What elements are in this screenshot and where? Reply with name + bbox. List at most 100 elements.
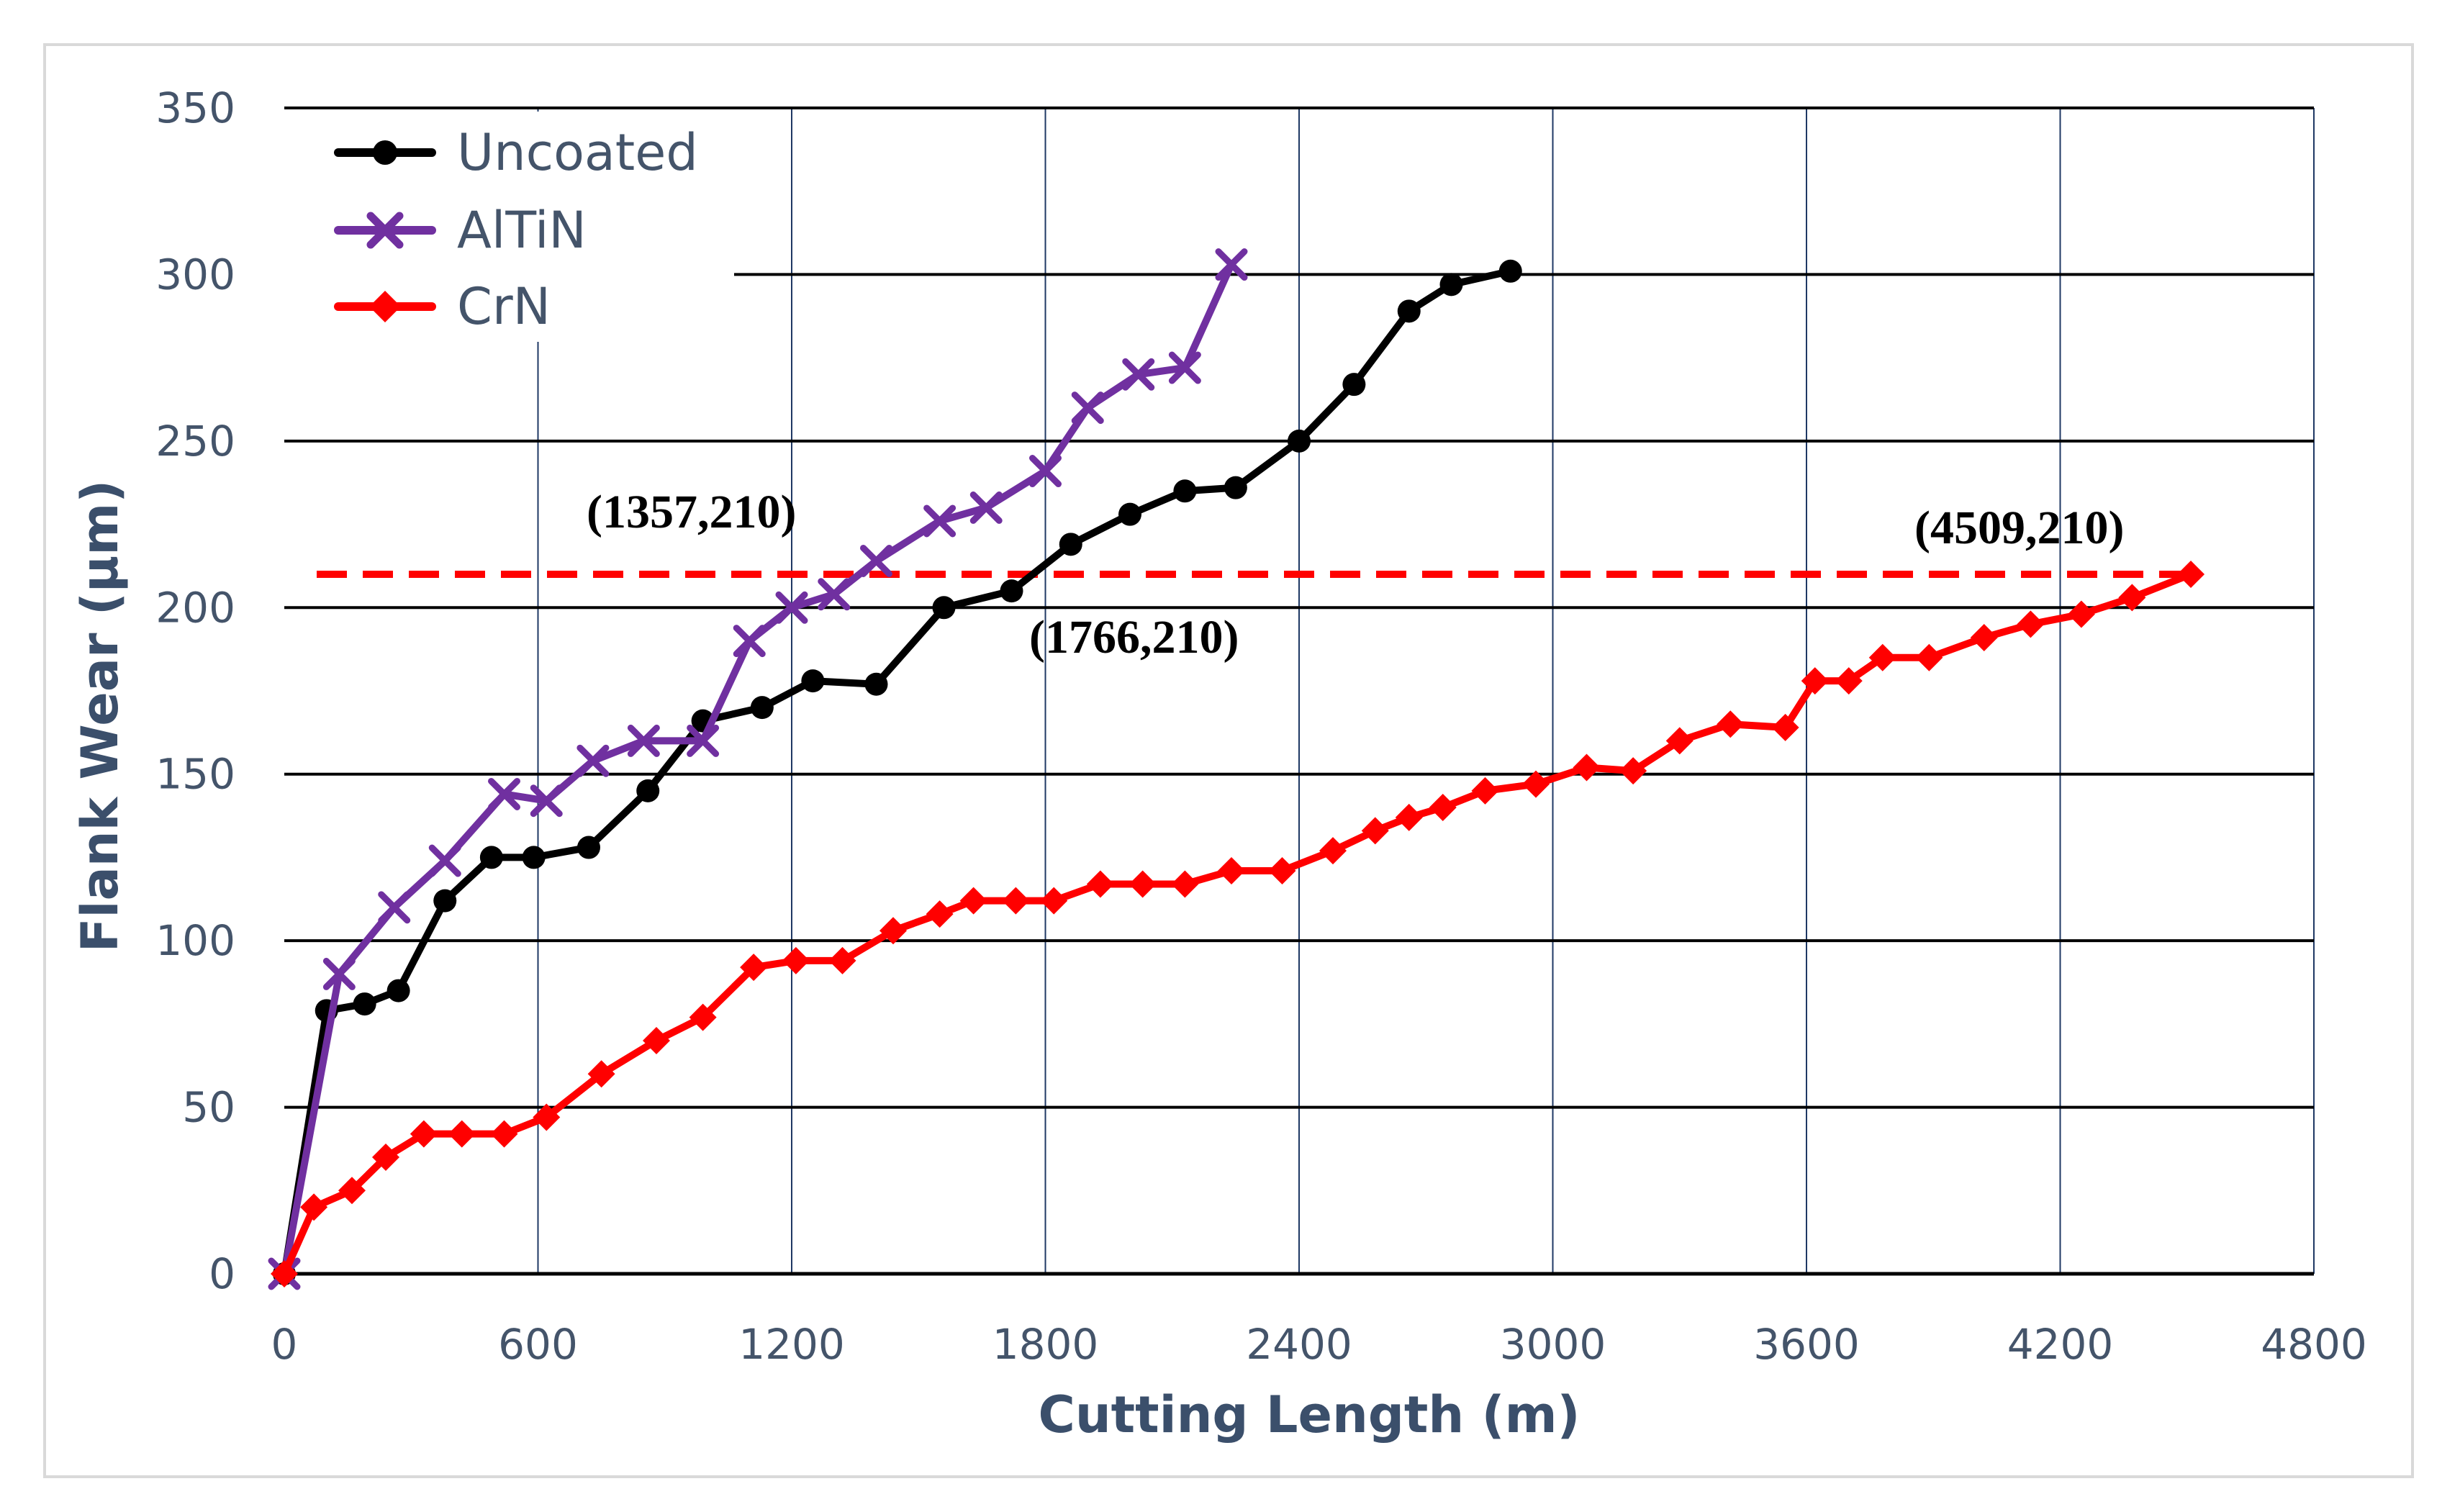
legend-marker-crn — [369, 291, 401, 322]
y-tick-label: 150 — [155, 750, 235, 799]
legend-label-uncoated: Uncoated — [457, 123, 698, 182]
data-point-altin — [818, 578, 851, 611]
data-point-crn — [926, 900, 954, 928]
data-point-crn — [448, 1120, 476, 1148]
data-point-uncoated — [479, 846, 503, 869]
data-point-crn — [1573, 753, 1601, 782]
data-point-crn — [533, 1103, 561, 1131]
data-point-crn — [372, 1144, 399, 1171]
data-point-uncoated — [1439, 273, 1463, 296]
data-point-crn — [338, 1177, 366, 1205]
data-point-altin — [627, 724, 660, 757]
y-tick-label: 350 — [155, 83, 235, 132]
data-point-crn — [410, 1120, 438, 1148]
data-point-crn — [1717, 710, 1745, 738]
y-tick-label: 300 — [155, 250, 235, 299]
annotation-4509: (4509,210) — [1914, 502, 2124, 554]
x-tick-label: 600 — [498, 1320, 578, 1369]
x-tick-label: 3600 — [1753, 1320, 1860, 1369]
data-point-uncoated — [577, 836, 600, 859]
x-tick-label: 1800 — [992, 1320, 1099, 1369]
x-axis-title: Cutting Length (m) — [1038, 1385, 1580, 1444]
data-point-crn — [1619, 757, 1647, 785]
legend: Uncoated AlTiN CrN — [277, 112, 734, 342]
data-point-crn — [1319, 837, 1347, 865]
annotation-1766: (1766,210) — [1029, 611, 1239, 664]
data-point-crn — [689, 1003, 717, 1031]
data-point-uncoated — [750, 696, 774, 720]
data-point-crn — [782, 946, 810, 974]
data-point-crn — [1218, 856, 1245, 884]
x-tick-label: 0 — [271, 1320, 298, 1369]
data-point-uncoated — [1173, 479, 1197, 503]
legend-marker-altin — [366, 212, 404, 249]
data-point-crn — [1002, 887, 1030, 915]
data-point-crn — [2118, 584, 2146, 612]
grid — [284, 107, 2315, 1276]
data-point-crn — [1771, 713, 1799, 741]
x-tick-label: 1200 — [738, 1320, 845, 1369]
data-point-altin — [733, 625, 766, 658]
data-point-crn — [1665, 727, 1693, 755]
data-point-crn — [1395, 803, 1423, 831]
data-point-altin — [1215, 248, 1248, 281]
data-point-crn — [1970, 623, 1998, 651]
data-point-crn — [490, 1120, 518, 1148]
x-tick-label: 4800 — [2261, 1320, 2367, 1369]
tick-labels: 0 600 1200 1800 2400 3000 3600 4200 4800 0 50 100 15… — [155, 83, 2367, 1369]
data-point-crn — [1522, 770, 1550, 798]
data-point-crn — [300, 1193, 328, 1221]
data-point-crn — [959, 887, 987, 915]
legend-marker-uncoated — [373, 140, 397, 165]
legend-label-crn: CrN — [457, 277, 551, 336]
y-tick-label: 250 — [155, 417, 235, 466]
series-line-uncoated — [281, 267, 1511, 1275]
data-point-uncoated — [1288, 429, 1311, 453]
data-point-crn — [1040, 887, 1068, 915]
data-point-crn — [1915, 643, 1943, 671]
data-point-uncoated — [1498, 259, 1522, 283]
legend-label-altin: AlTiN — [457, 201, 587, 260]
x-tick-label: 3000 — [1500, 1320, 1606, 1369]
data-point-crn — [1361, 817, 1389, 845]
x-tick-label: 4200 — [2007, 1320, 2114, 1369]
data-point-altin — [1029, 455, 1062, 488]
data-point-altin — [322, 957, 356, 990]
data-point-altin — [687, 724, 720, 757]
data-point-altin — [428, 844, 461, 877]
y-axis-title: Flank Wear (µm) — [71, 480, 130, 953]
data-point-crn — [2017, 610, 2045, 638]
data-point-crn — [2177, 561, 2205, 588]
data-point-uncoated — [1000, 579, 1023, 603]
y-tick-label: 100 — [155, 916, 235, 965]
data-point-crn — [1429, 794, 1457, 821]
series-layer — [268, 248, 2205, 1290]
data-point-crn — [2067, 600, 2095, 628]
data-point-altin — [775, 591, 808, 624]
data-point-crn — [271, 1260, 298, 1287]
data-point-crn — [1268, 856, 1296, 884]
data-point-uncoated — [433, 889, 457, 913]
data-point-crn — [1471, 777, 1499, 805]
data-point-uncoated — [386, 979, 410, 1002]
data-point-uncoated — [864, 672, 888, 696]
data-point-altin — [1122, 358, 1155, 391]
data-point-crn — [1171, 870, 1199, 898]
y-tick-label: 50 — [182, 1083, 235, 1132]
data-point-crn — [1129, 870, 1157, 898]
data-point-crn — [1086, 870, 1114, 898]
annotation-1357: (1357,210) — [587, 486, 796, 538]
data-point-crn — [643, 1027, 670, 1054]
data-point-altin — [378, 891, 411, 924]
data-point-crn — [740, 954, 768, 982]
data-point-uncoated — [636, 779, 660, 802]
data-point-altin — [530, 784, 563, 818]
data-point-uncoated — [1224, 476, 1247, 499]
y-tick-label: 0 — [209, 1249, 235, 1298]
data-point-uncoated — [1397, 299, 1421, 323]
data-point-uncoated — [932, 596, 956, 620]
data-point-crn — [1835, 667, 1863, 695]
x-tick-label: 2400 — [1246, 1320, 1352, 1369]
data-point-crn — [1801, 667, 1829, 695]
